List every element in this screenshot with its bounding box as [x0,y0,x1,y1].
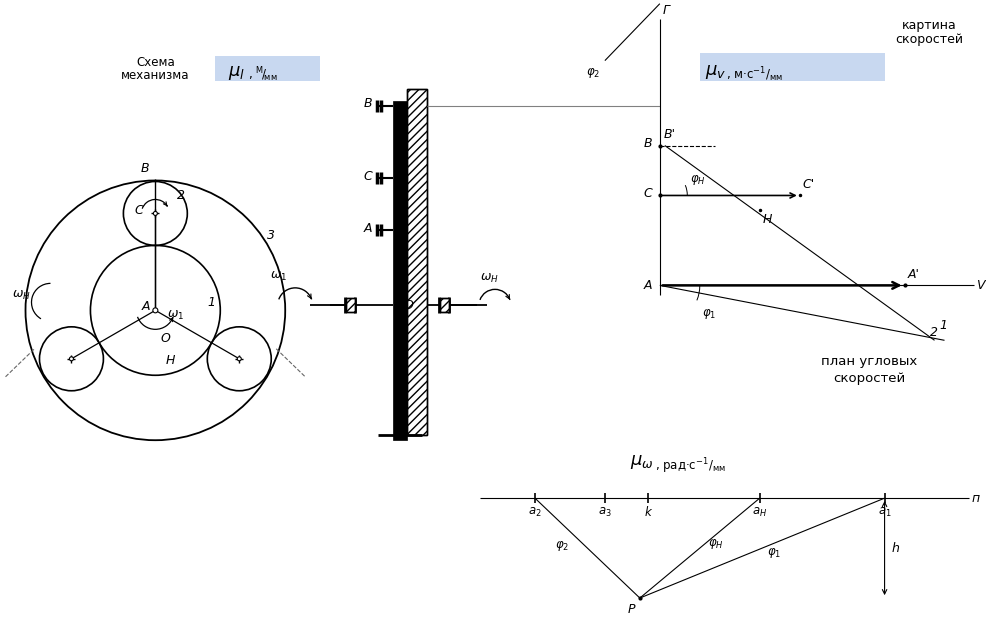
Text: $\mu_v$: $\mu_v$ [705,63,726,81]
Text: , м·с$^{-1}$/$_{\rm мм}$: , м·с$^{-1}$/$_{\rm мм}$ [726,65,783,84]
Text: скоростей: скоростей [833,372,906,385]
Text: скоростей: скоростей [895,32,963,46]
Text: 1: 1 [940,319,948,332]
Text: $\varphi_H$: $\varphi_H$ [708,537,724,551]
Text: C: C [364,170,372,183]
Text: 2: 2 [930,326,938,339]
Text: 2: 2 [177,189,185,202]
Text: $\omega_1$: $\omega_1$ [269,270,287,283]
Text: $\omega_1$: $\omega_1$ [168,309,184,322]
Text: B: B [141,162,149,176]
Text: Г: Г [663,4,669,16]
Text: п: п [971,491,980,505]
Text: механизма: механизма [121,68,189,82]
Text: C: C [135,204,143,217]
Text: $\varphi_1$: $\varphi_1$ [767,546,781,560]
Circle shape [153,308,158,313]
Text: Схема: Схема [136,56,175,68]
Text: H: H [166,354,175,367]
Text: 1: 1 [207,296,215,309]
Text: , рад·с$^{-1}$/$_{\rm мм}$: , рад·с$^{-1}$/$_{\rm мм}$ [655,456,726,476]
Bar [346,299,355,313]
Text: H: H [763,214,772,226]
Bar [393,101,407,440]
Text: k: k [645,506,651,519]
Text: $\varphi_H$: $\varphi_H$ [690,174,706,188]
Text: P: P [627,603,635,616]
Text: V: V [976,279,985,292]
Text: A: A [643,279,652,292]
Text: $\omega_H$: $\omega_H$ [479,272,498,285]
Text: 3: 3 [267,229,275,242]
Text: $\mu_l$: $\mu_l$ [229,63,246,82]
Bar [407,89,427,435]
Text: $a_H$: $a_H$ [752,506,767,519]
Text: $a_3$: $a_3$ [599,506,611,519]
Text: h: h [891,541,899,555]
Text: A: A [142,301,151,313]
Text: $\varphi_2$: $\varphi_2$ [586,65,599,80]
Bar [346,299,355,313]
Bar [700,53,884,81]
Bar [215,56,320,81]
Circle shape [154,212,158,216]
Text: $\varphi_1$: $\varphi_1$ [702,307,716,321]
Text: $\varphi_2$: $\varphi_2$ [555,539,569,553]
Text: A: A [364,222,372,235]
Text: $a_2$: $a_2$ [528,506,541,519]
Text: $a_1$: $a_1$ [878,506,891,519]
Text: C: C [643,187,652,200]
Bar [440,299,449,313]
Circle shape [69,357,73,361]
Bar [407,89,427,435]
Text: картина: картина [902,18,956,32]
Text: O: O [403,299,413,312]
Bar [440,299,449,313]
Text: $\mu_\omega$: $\mu_\omega$ [630,453,654,471]
Text: , $\rm^M\!/_{\!мм}$: , $\rm^M\!/_{\!мм}$ [248,65,278,84]
Text: A': A' [907,268,919,281]
Text: B: B [364,97,372,110]
Text: C': C' [803,179,814,191]
Circle shape [238,357,242,361]
Text: O: O [161,332,171,346]
Text: план угловых: план угловых [821,355,918,368]
Text: B': B' [664,127,675,141]
Text: $\omega_H$: $\omega_H$ [12,289,31,302]
Text: B: B [643,137,652,150]
